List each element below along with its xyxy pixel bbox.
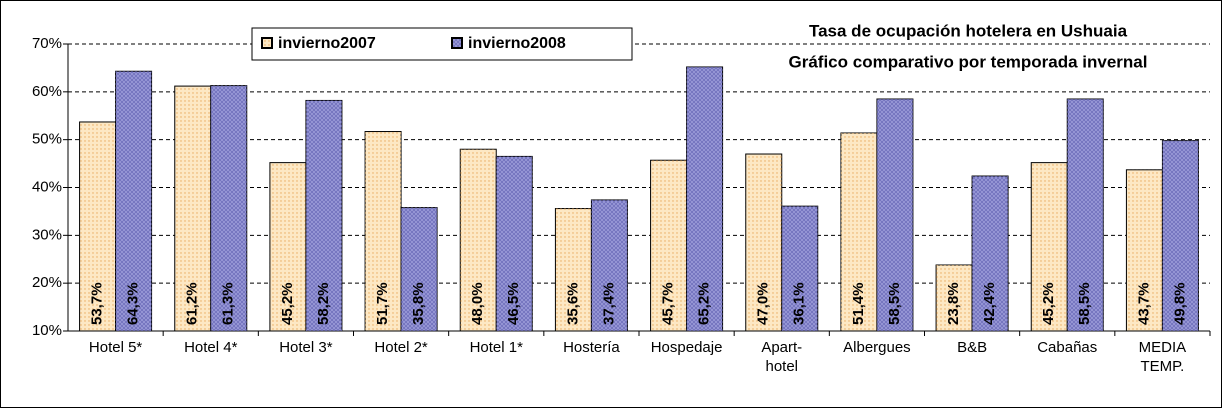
x-tick-label: Cabañas [1037,339,1097,356]
x-tick-label: Apart-hotel [761,339,802,375]
x-tick-label: Hospedaje [651,339,723,356]
data-label: 43,7% [1135,282,1152,325]
data-label: 58,5% [1076,282,1093,325]
data-label: 48,0% [469,282,486,325]
y-tick-label: 70% [32,35,62,52]
data-label: 46,5% [505,282,522,325]
data-label: 23,8% [945,282,962,325]
x-tick-label: Hotel 3* [279,339,333,356]
data-label: 58,2% [315,282,332,325]
x-tick-label: Hotel 5* [89,339,143,356]
x-tick-label: Albergues [843,339,911,356]
data-label: 35,8% [410,282,427,325]
data-label: 65,2% [696,282,713,325]
x-tick-label: Hotel 1* [470,339,524,356]
y-tick-label: 50% [32,131,62,148]
y-tick-label: 40% [32,178,62,195]
data-label: 49,8% [1171,282,1188,325]
data-label: 51,7% [374,282,391,325]
x-tick-label: Hotel 2* [374,339,428,356]
data-label: 61,3% [220,282,237,325]
data-label: 45,2% [279,282,296,325]
y-tick-label: 60% [32,83,62,100]
y-tick-label: 30% [32,226,62,243]
legend-swatch-texture [451,37,463,49]
data-label: 51,4% [850,282,867,325]
data-label: 61,2% [184,282,201,325]
legend-swatch-texture [261,37,273,49]
data-label: 42,4% [981,282,998,325]
data-label: 64,3% [125,282,142,325]
data-label: 58,5% [886,282,903,325]
data-label: 47,0% [755,282,772,325]
x-tick-label: MEDIA TEMP. [1139,339,1187,375]
data-label: 45,2% [1040,282,1057,325]
x-tick-label: B&B [957,339,987,356]
x-tick-label: Hotel 4* [184,339,238,356]
y-tick-label: 10% [32,322,62,339]
y-tick-label: 20% [32,274,62,291]
data-label: 37,4% [600,282,617,325]
legend-label: invierno2008 [468,35,566,52]
chart-title: Tasa de ocupación hotelera en Ushuaia [809,21,1128,40]
chart-subtitle: Gráfico comparativo por temporada invern… [789,52,1148,71]
data-label: 35,6% [564,282,581,325]
data-label: 45,7% [660,282,677,325]
x-tick-label: Hostería [563,339,620,356]
data-label: 53,7% [89,282,106,325]
legend-box [251,27,633,61]
data-label: 36,1% [791,282,808,325]
legend-label: invierno2007 [278,35,376,52]
